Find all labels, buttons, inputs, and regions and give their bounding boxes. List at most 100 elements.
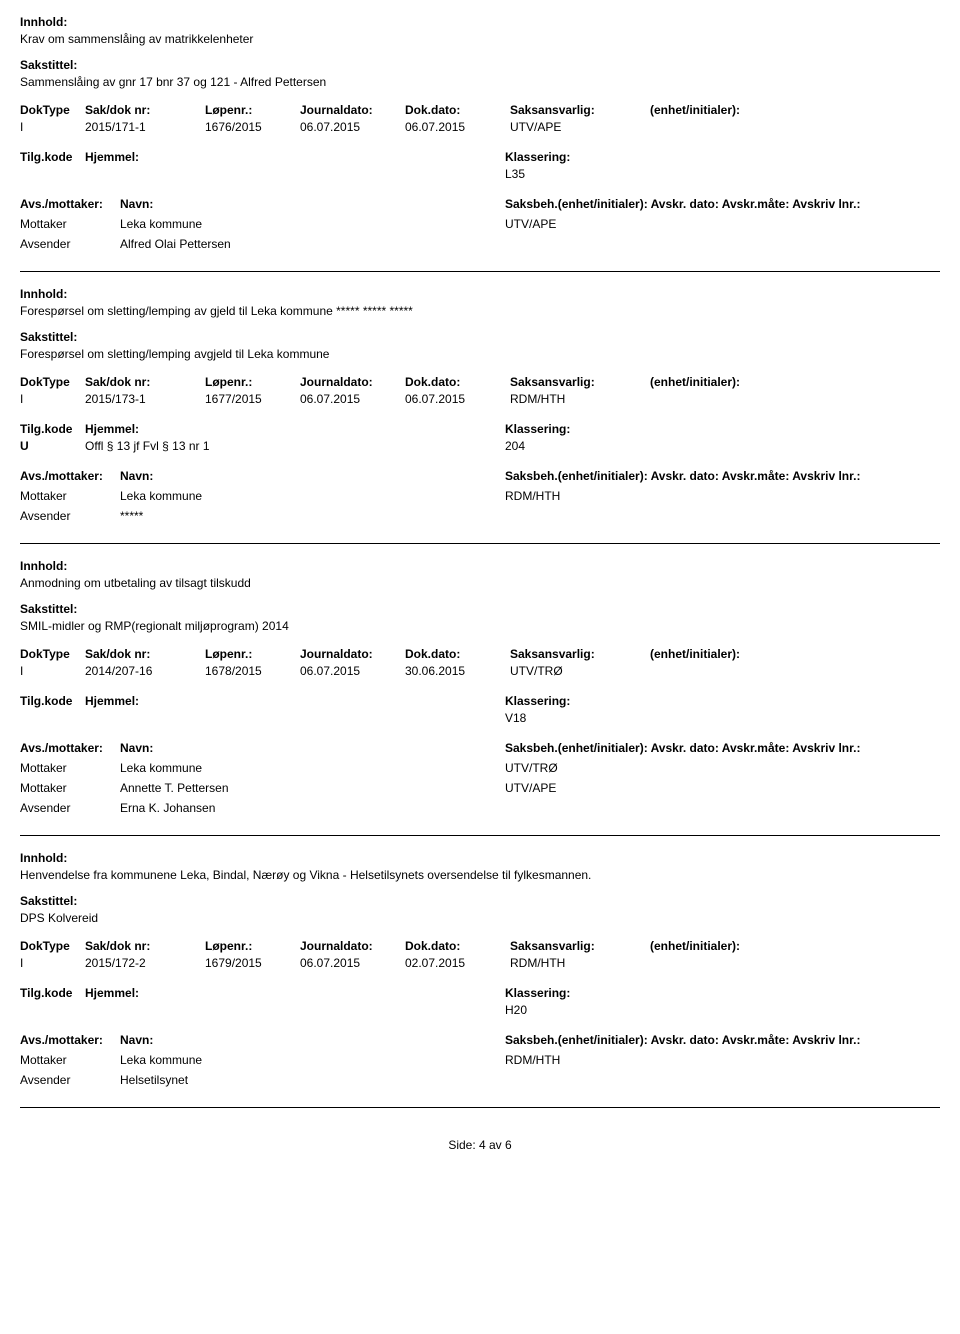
party-role: Mottaker	[20, 217, 120, 231]
dokdato-header: Dok.dato:	[405, 647, 510, 661]
sakstittel-label: Sakstittel:	[20, 330, 940, 344]
avsmottaker-label: Avs./mottaker:	[20, 741, 120, 755]
navn-label: Navn:	[120, 469, 505, 483]
doktype-value: I	[20, 392, 85, 406]
party-headers: Avs./mottaker:Navn:Saksbeh.(enhet/initia…	[20, 197, 940, 211]
lopenr-header: Løpenr.:	[205, 103, 300, 117]
sakstittel-text: SMIL-midler og RMP(regionalt miljøprogra…	[20, 619, 940, 633]
doktype-value: I	[20, 956, 85, 970]
party-role: Mottaker	[20, 761, 120, 775]
journaldato-header: Journaldato:	[300, 647, 405, 661]
sakdok-value: 2015/171-1	[85, 120, 205, 134]
doktype-value: I	[20, 120, 85, 134]
saksansvarlig-value: UTV/TRØ	[510, 664, 650, 678]
party-name: Erna K. Johansen	[120, 801, 505, 815]
avsmottaker-label: Avs./mottaker:	[20, 1033, 120, 1047]
party-role: Mottaker	[20, 1053, 120, 1067]
party-code: UTV/APE	[505, 781, 556, 795]
klassering-label: Klassering:	[505, 150, 570, 164]
sakstittel-label: Sakstittel:	[20, 602, 940, 616]
journal-record: Innhold:Anmodning om utbetaling av tilsa…	[20, 559, 940, 836]
party-code: UTV/TRØ	[505, 761, 558, 775]
tilg-klassering-row: Tilg.kodeHjemmel:Klassering:L35	[20, 150, 940, 181]
dokdato-value: 06.07.2015	[405, 392, 510, 406]
avsmottaker-label: Avs./mottaker:	[20, 469, 120, 483]
tilg-klassering-row: Tilg.kodeHjemmel:Klassering:H20	[20, 986, 940, 1017]
party-row: MottakerLeka kommuneRDM/HTH	[20, 489, 940, 503]
tilg-klassering-row: Tilg.kodeUHjemmel:Offl § 13 jf Fvl § 13 …	[20, 422, 940, 453]
party-role: Mottaker	[20, 781, 120, 795]
party-name: Leka kommune	[120, 1053, 505, 1067]
hjemmel-label: Hjemmel:	[85, 986, 139, 1000]
journaldato-value: 06.07.2015	[300, 956, 405, 970]
party-headers: Avs./mottaker:Navn:Saksbeh.(enhet/initia…	[20, 741, 940, 755]
klassering-value: V18	[505, 711, 570, 725]
innhold-text: Krav om sammenslåing av matrikkelenheter	[20, 32, 940, 46]
enhet-header: (enhet/initialer):	[650, 647, 830, 661]
journaldato-header: Journaldato:	[300, 103, 405, 117]
tilgkode-label: Tilg.kode	[20, 150, 85, 164]
enhet-value	[650, 392, 830, 406]
page-footer: Side: 4 av 6	[20, 1138, 940, 1152]
sakdok-value: 2015/173-1	[85, 392, 205, 406]
lopenr-value: 1676/2015	[205, 120, 300, 134]
tilg-klassering-row: Tilg.kodeHjemmel:Klassering:V18	[20, 694, 940, 725]
column-headers: DokTypeSak/dok nr:Løpenr.:Journaldato:Do…	[20, 939, 940, 953]
klassering-value: 204	[505, 439, 570, 453]
party-name: Helsetilsynet	[120, 1073, 505, 1087]
party-role: Avsender	[20, 801, 120, 815]
journaldato-header: Journaldato:	[300, 939, 405, 953]
enhet-value	[650, 664, 830, 678]
doktype-header: DokType	[20, 939, 85, 953]
party-code: UTV/APE	[505, 217, 556, 231]
lopenr-header: Løpenr.:	[205, 939, 300, 953]
hjemmel-label: Hjemmel:	[85, 422, 210, 436]
column-values: I2015/172-21679/201506.07.201502.07.2015…	[20, 956, 940, 970]
party-name: *****	[120, 509, 505, 523]
lopenr-value: 1678/2015	[205, 664, 300, 678]
party-row: MottakerLeka kommuneUTV/TRØ	[20, 761, 940, 775]
innhold-label: Innhold:	[20, 851, 940, 865]
lopenr-value: 1679/2015	[205, 956, 300, 970]
party-row: AvsenderAlfred Olai Pettersen	[20, 237, 940, 251]
tilgkode-label: Tilg.kode	[20, 422, 85, 436]
enhet-value	[650, 956, 830, 970]
party-role: Avsender	[20, 237, 120, 251]
party-name: Leka kommune	[120, 217, 505, 231]
sakstittel-text: Sammenslåing av gnr 17 bnr 37 og 121 - A…	[20, 75, 940, 89]
dokdato-header: Dok.dato:	[405, 103, 510, 117]
column-headers: DokTypeSak/dok nr:Løpenr.:Journaldato:Do…	[20, 647, 940, 661]
innhold-text: Henvendelse fra kommunene Leka, Bindal, …	[20, 868, 940, 882]
saksbeh-label: Saksbeh.(enhet/initialer): Avskr. dato: …	[505, 1033, 860, 1047]
enhet-header: (enhet/initialer):	[650, 103, 830, 117]
innhold-label: Innhold:	[20, 15, 940, 29]
party-name: Annette T. Pettersen	[120, 781, 505, 795]
sakdok-header: Sak/dok nr:	[85, 939, 205, 953]
saksbeh-label: Saksbeh.(enhet/initialer): Avskr. dato: …	[505, 741, 860, 755]
innhold-text: Anmodning om utbetaling av tilsagt tilsk…	[20, 576, 940, 590]
sakdok-header: Sak/dok nr:	[85, 103, 205, 117]
party-row: MottakerAnnette T. PettersenUTV/APE	[20, 781, 940, 795]
navn-label: Navn:	[120, 741, 505, 755]
party-name: Alfred Olai Pettersen	[120, 237, 505, 251]
sakdok-value: 2015/172-2	[85, 956, 205, 970]
tilgkode-label: Tilg.kode	[20, 986, 85, 1000]
hjemmel-value: Offl § 13 jf Fvl § 13 nr 1	[85, 439, 210, 453]
enhet-value	[650, 120, 830, 134]
sakstittel-label: Sakstittel:	[20, 58, 940, 72]
journaldato-value: 06.07.2015	[300, 120, 405, 134]
dokdato-value: 02.07.2015	[405, 956, 510, 970]
dokdato-value: 06.07.2015	[405, 120, 510, 134]
journal-record: Innhold:Forespørsel om sletting/lemping …	[20, 287, 940, 544]
column-values: I2014/207-161678/201506.07.201530.06.201…	[20, 664, 940, 678]
doktype-header: DokType	[20, 375, 85, 389]
party-headers: Avs./mottaker:Navn:Saksbeh.(enhet/initia…	[20, 469, 940, 483]
party-row: AvsenderErna K. Johansen	[20, 801, 940, 815]
klassering-value: H20	[505, 1003, 570, 1017]
column-headers: DokTypeSak/dok nr:Løpenr.:Journaldato:Do…	[20, 103, 940, 117]
party-name: Leka kommune	[120, 761, 505, 775]
doktype-value: I	[20, 664, 85, 678]
journaldato-value: 06.07.2015	[300, 664, 405, 678]
party-row: MottakerLeka kommuneRDM/HTH	[20, 1053, 940, 1067]
saksansvarlig-value: RDM/HTH	[510, 392, 650, 406]
